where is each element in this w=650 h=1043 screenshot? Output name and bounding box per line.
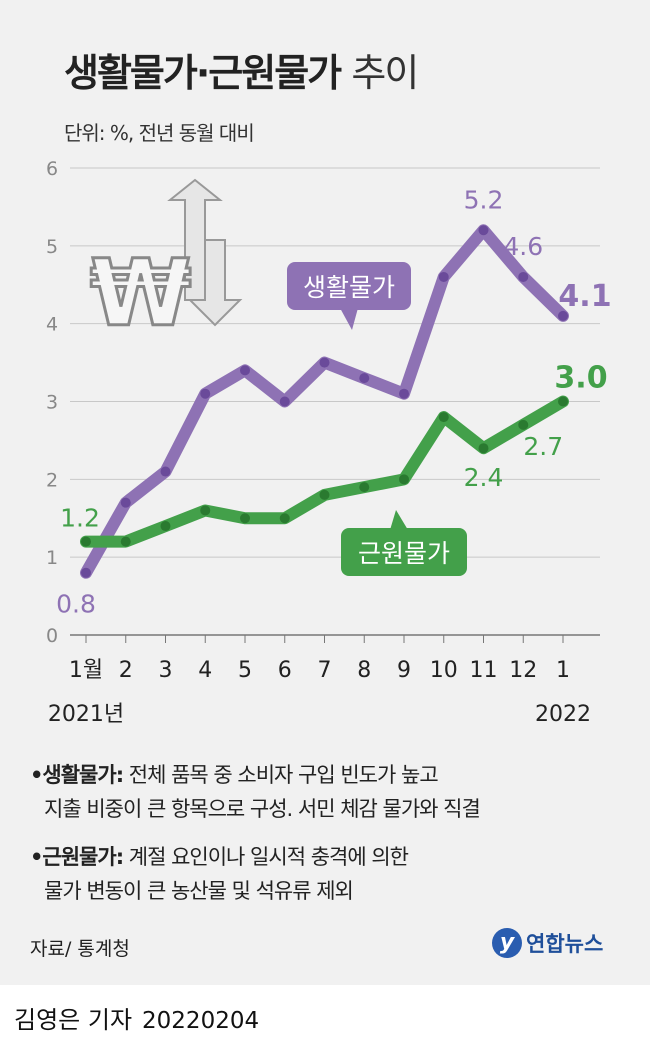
logo-icon: y <box>492 928 522 958</box>
data-point <box>319 489 330 500</box>
data-point <box>279 513 290 524</box>
note-text: 계절 요인이나 일시적 충격에 의한 <box>123 845 409 869</box>
data-label: 1.2 <box>60 504 100 533</box>
byline: 김영은 기자 20220204 <box>14 1000 259 1035</box>
y-tick-label: 0 <box>46 625 58 647</box>
x-tick-label: 3 <box>159 658 173 683</box>
data-point <box>160 466 171 477</box>
x-tick-label: 2 <box>119 658 133 683</box>
data-point <box>399 474 409 485</box>
note-text: 물가 변동이 큰 농산물 및 석유류 제외 <box>44 879 354 903</box>
note-text: 지출 비중이 큰 항목으로 구성. 서민 체감 물가와 직결 <box>44 797 481 821</box>
y-tick-label: 1 <box>46 547 58 569</box>
data-point <box>438 412 449 423</box>
data-label: 2.7 <box>523 432 563 461</box>
data-point <box>240 365 250 376</box>
x-tick-label: 4 <box>198 658 212 683</box>
note-core: •근원물가: 계절 요인이나 일시적 충격에 의한 물가 변동이 큰 농산물 및… <box>30 840 409 908</box>
data-point <box>120 497 131 508</box>
title-light: 추이 <box>351 51 419 95</box>
series-core: 1.2 2.4 2.7 3.0 <box>60 361 608 548</box>
title-bold: 생활물가·근원물가 <box>64 51 342 95</box>
series-living: 0.8 5.2 4.6 4.1 <box>56 185 611 618</box>
legend-living: 생활물가 <box>303 273 395 302</box>
legend-callout-core: 근원물가 <box>341 510 467 576</box>
data-point <box>478 225 489 236</box>
data-point <box>160 521 171 532</box>
data-point <box>399 388 409 399</box>
data-label: 4.6 <box>503 232 543 261</box>
yonhap-logo: y 연합뉴스 <box>492 928 603 958</box>
won-currency-icon: ₩ <box>89 178 243 349</box>
data-label: 4.1 <box>558 279 611 314</box>
x-tick-label: 6 <box>278 658 292 683</box>
note-term: •근원물가: <box>30 845 124 869</box>
data-point <box>120 536 131 547</box>
data-point <box>319 357 330 368</box>
y-tick-label: 3 <box>46 392 58 414</box>
data-label: 2.4 <box>464 463 504 492</box>
data-point <box>478 443 489 454</box>
data-label: 3.0 <box>554 361 607 396</box>
data-point <box>438 271 449 282</box>
y-tick-label: 2 <box>46 469 58 491</box>
note-text: 전체 품목 중 소비자 구입 빈도가 높고 <box>123 763 439 787</box>
data-label: 0.8 <box>56 590 96 619</box>
logo-text: 연합뉴스 <box>526 932 604 956</box>
data-point <box>200 388 211 399</box>
data-label: 5.2 <box>464 185 504 214</box>
data-point <box>558 396 568 407</box>
note-term: •생활물가: <box>30 763 124 787</box>
x-tick-label: 5 <box>238 658 252 683</box>
reporter: 김영은 기자 <box>14 1006 133 1034</box>
data-point <box>558 310 568 321</box>
legend-core: 근원물가 <box>358 539 450 568</box>
legend-callout-living: 생활물가 <box>287 262 411 330</box>
x-tick-label: 9 <box>397 658 411 683</box>
data-point <box>200 505 211 516</box>
y-tick-label: 4 <box>46 314 58 336</box>
year-label-start: 2021년 <box>48 702 124 727</box>
data-point <box>81 567 91 578</box>
unit-label: 단위: %, 전년 동월 대비 <box>64 121 255 145</box>
x-tick-label: 10 <box>430 658 458 683</box>
data-point <box>240 513 250 524</box>
x-tick-label: 8 <box>357 658 371 683</box>
year-label-end: 2022 <box>535 702 591 727</box>
data-point <box>81 536 91 547</box>
y-tick-label: 5 <box>46 236 58 258</box>
svg-text:₩: ₩ <box>90 240 191 347</box>
x-tick-label: 7 <box>318 658 332 683</box>
x-tick-label: 1 <box>556 658 570 683</box>
x-tick-label: 11 <box>470 658 498 683</box>
x-tick-label: 12 <box>509 658 537 683</box>
data-point <box>359 373 370 384</box>
chart-title: 생활물가·근원물가 추이 <box>64 42 419 97</box>
y-tick-label: 6 <box>46 158 58 180</box>
note-living: •생활물가: 전체 품목 중 소비자 구입 빈도가 높고 지출 비중이 큰 항목… <box>30 758 481 826</box>
data-point <box>279 396 290 407</box>
data-point <box>518 271 529 282</box>
source: 자료/ 통계청 <box>30 938 130 960</box>
data-point <box>518 419 529 430</box>
x-tick-label: 1월 <box>69 658 103 683</box>
date: 20220204 <box>142 1008 260 1034</box>
data-point <box>359 482 370 493</box>
